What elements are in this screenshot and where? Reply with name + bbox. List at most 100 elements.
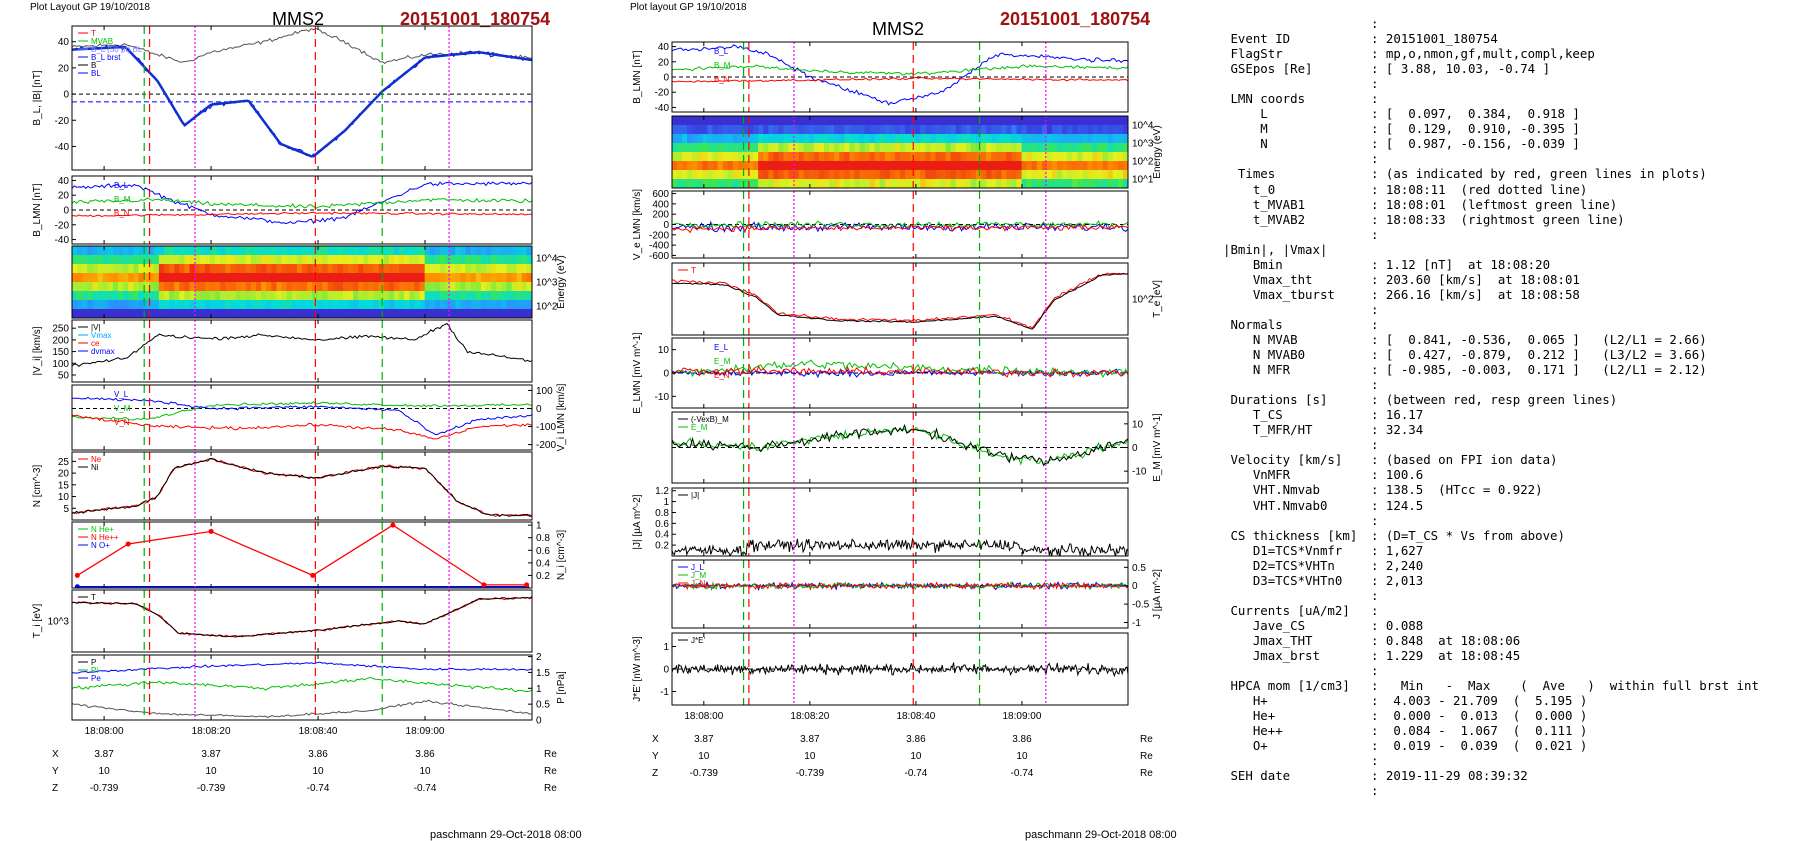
heatmap-cell	[266, 282, 272, 292]
heatmap-cell	[1021, 152, 1028, 162]
heatmap-cell	[1102, 161, 1109, 171]
heatmap-cell	[199, 264, 206, 274]
heatmap-cell	[281, 291, 288, 301]
heatmap-cell	[783, 161, 790, 171]
heatmap-cell	[286, 309, 293, 318]
heatmap-cell	[996, 170, 1002, 180]
heatmap-cell	[271, 309, 278, 318]
heatmap-cell	[687, 161, 693, 171]
heatmap-cell	[215, 300, 221, 310]
heatmap-cell	[960, 143, 967, 153]
heatmap-cell	[445, 273, 451, 283]
heatmap-cell	[204, 300, 211, 310]
heatmap-cell	[434, 309, 441, 318]
heatmap-cell	[1052, 116, 1058, 126]
info-label: Currents [uA/m2]	[1223, 602, 1350, 618]
heatmap-cell	[118, 264, 124, 274]
heatmap-cell	[189, 300, 196, 310]
heatmap-cell	[516, 255, 523, 265]
heatmap-cell	[143, 291, 150, 301]
heatmap-cell	[102, 282, 109, 292]
heatmap-cell	[879, 125, 886, 135]
heatmap-cell	[526, 309, 532, 318]
panel-frame	[71, 589, 533, 653]
heatmap-cell	[107, 309, 114, 318]
heatmap-cell	[404, 291, 410, 301]
heatmap-cell	[440, 291, 446, 301]
info-row: :	[1223, 377, 1798, 392]
heatmap-cell	[204, 282, 211, 292]
info-label: Times	[1223, 166, 1276, 182]
series-line	[672, 273, 1128, 330]
heatmap-cell	[687, 179, 693, 188]
left-header-small: Plot Layout GP 19/10/2018	[30, 2, 150, 13]
heatmap-cell	[986, 161, 992, 171]
heatmap-cell	[475, 309, 482, 318]
heatmap-cell	[798, 125, 805, 135]
panel-frame	[671, 559, 1129, 629]
info-label	[1223, 227, 1371, 242]
heatmap-cell	[1016, 116, 1023, 126]
heatmap-cell	[184, 300, 191, 310]
heatmap-cell	[82, 255, 88, 265]
heatmap-cell	[1122, 116, 1128, 126]
heatmap-cell	[358, 264, 364, 274]
heatmap-cell	[337, 282, 344, 292]
heatmap-cell	[965, 125, 972, 135]
heatmap-cell	[839, 179, 845, 188]
heatmap-cell	[77, 255, 83, 265]
heatmap-cell	[107, 300, 114, 310]
heatmap-cell	[148, 282, 155, 292]
heatmap-cell	[818, 170, 825, 180]
position-value: 3.86	[1012, 734, 1032, 745]
x-tick-label: 18:09:00	[1002, 711, 1041, 722]
data-point	[74, 584, 80, 588]
heatmap-cell	[889, 179, 896, 188]
heatmap-cell	[496, 282, 502, 292]
panel-frame	[671, 262, 1129, 336]
panel-content	[72, 385, 532, 450]
heatmap-cell	[677, 134, 683, 144]
heatmap-cell	[470, 291, 477, 301]
heatmap-cell	[440, 309, 446, 318]
heatmap-cell	[388, 246, 395, 256]
heatmap-cell	[778, 134, 785, 144]
panel-t-e: 10^2T_e [eV]T	[671, 262, 1163, 336]
heatmap-cell	[261, 300, 267, 310]
heatmap-cell	[133, 300, 140, 310]
heatmap-cell	[102, 291, 109, 301]
heatmap-cell	[682, 116, 688, 126]
heatmap-cell	[215, 309, 221, 318]
heatmap-cell	[732, 152, 739, 162]
info-value: : [ -0.985, -0.003, 0.171 ] (L2/L1 = 2.1…	[1371, 362, 1707, 378]
heatmap-cell	[128, 282, 134, 292]
heatmap-cell	[404, 246, 410, 256]
heatmap-cell	[138, 282, 145, 292]
series-line	[672, 365, 1128, 378]
heatmap-cell	[322, 246, 329, 256]
panel-frame	[671, 487, 1129, 557]
info-row: L: [ 0.097, 0.384, 0.918 ]	[1223, 106, 1798, 121]
heatmap-cell	[905, 170, 911, 180]
heatmap-cell	[697, 134, 703, 144]
heatmap-cell	[1031, 152, 1038, 162]
info-label: Durations [s]	[1223, 392, 1328, 408]
heatmap-cell	[829, 134, 835, 144]
heatmap-cell	[158, 300, 165, 310]
heatmap-cell	[697, 161, 703, 171]
heatmap-cell	[737, 116, 744, 126]
heatmap-cell	[256, 282, 262, 292]
heatmap-cell	[516, 246, 523, 256]
heatmap-cell	[174, 264, 180, 274]
y-tick-label: -400	[649, 241, 669, 252]
info-value: : (based on FPI ion data)	[1371, 452, 1558, 468]
heatmap-cell	[261, 255, 267, 265]
heatmap-cell	[92, 291, 99, 301]
info-value: :	[1371, 437, 1379, 453]
heatmap-cell	[874, 116, 881, 126]
heatmap-cell	[307, 282, 313, 292]
heatmap-cell	[164, 300, 170, 310]
legend-label: N He+	[91, 525, 114, 534]
